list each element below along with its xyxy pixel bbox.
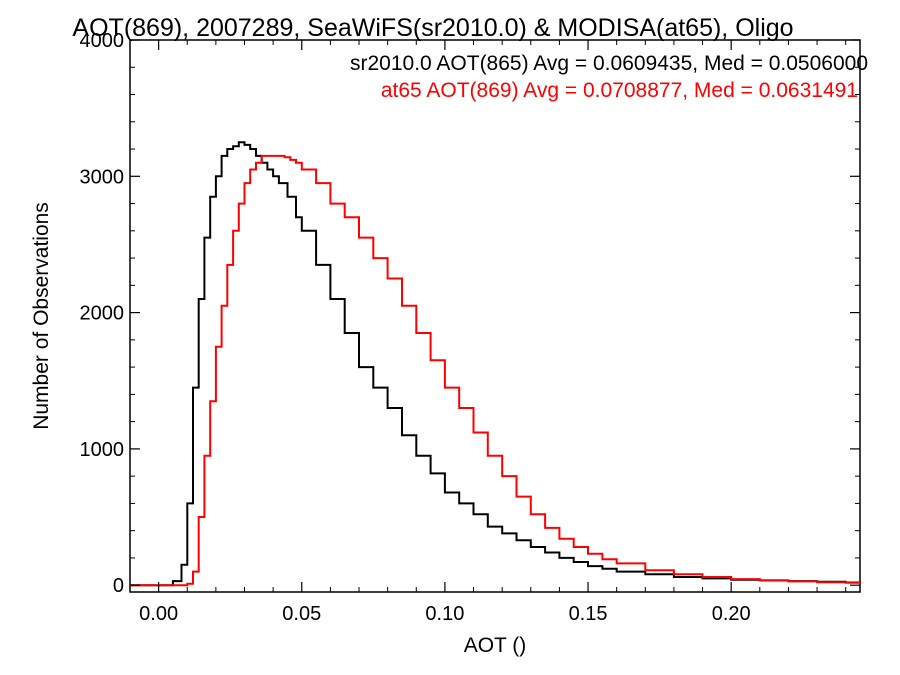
x-axis-label: AOT () (464, 634, 527, 657)
x-tick-label: 0.20 (712, 603, 751, 625)
y-tick-label: 3000 (80, 166, 125, 188)
plot-frame (129, 39, 861, 593)
y-tick-label: 1000 (80, 439, 125, 461)
series-line-at65 (130, 154, 861, 587)
series-line-sr2010-0 (130, 141, 861, 587)
y-tick-label: 4000 (80, 30, 125, 52)
x-tick-label: 0.15 (569, 603, 608, 625)
y-axis-label: Number of Observations (30, 202, 53, 430)
x-tick-label: 0.00 (139, 603, 178, 625)
chart-title: AOT(869), 2007289, SeaWiFS(sr2010.0) & M… (72, 14, 793, 42)
legend-series-1: at65 AOT(869) Avg = 0.0708877, Med = 0.0… (381, 79, 858, 102)
y-tick-label: 2000 (80, 303, 125, 325)
plot-area (129, 39, 861, 593)
y-tick-label: 0 (113, 575, 124, 597)
y-axis: 0 1000 2000 3000 4000 (80, 30, 860, 597)
legend-series-0: sr2010.0 AOT(865) Avg = 0.0609435, Med =… (350, 52, 868, 75)
x-tick-label: 0.05 (282, 603, 321, 625)
x-axis: 0.00 0.05 0.10 0.15 0.20 (129, 40, 847, 625)
series-layer (130, 141, 861, 587)
x-tick-label: 0.10 (425, 603, 464, 625)
